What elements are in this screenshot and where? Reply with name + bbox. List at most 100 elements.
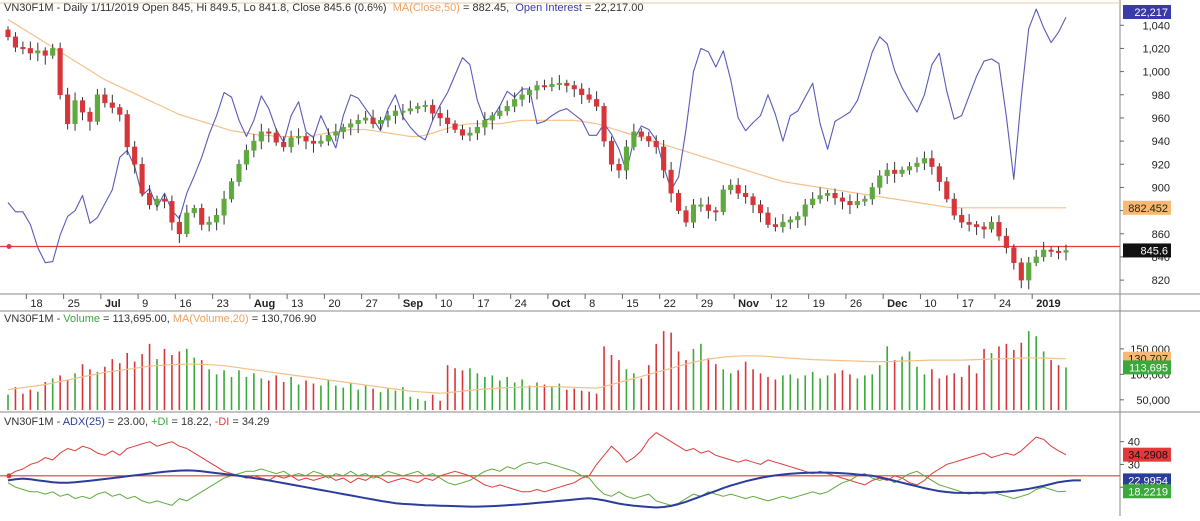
adx-value-tag-bg bbox=[1123, 473, 1171, 488]
volume-title-value: = 113,695.00, bbox=[100, 313, 173, 325]
price-y-tick-label: 1,020 bbox=[1142, 43, 1170, 55]
candle-body bbox=[147, 192, 153, 206]
x-axis-tick-label: 18 bbox=[30, 298, 42, 310]
candle-body bbox=[124, 114, 130, 148]
adx-pane-title: VN30F1M - ADX(25) = 23.00, +DI = 18.22, … bbox=[4, 416, 269, 428]
candle-body bbox=[974, 224, 980, 228]
x-axis-tick-label: 29 bbox=[701, 298, 713, 310]
candle-body bbox=[959, 214, 965, 223]
candle-body bbox=[534, 85, 540, 91]
candle-body bbox=[117, 107, 123, 115]
candle-body bbox=[854, 201, 860, 206]
candle-body bbox=[661, 146, 667, 171]
candle-body bbox=[832, 192, 838, 199]
candle-body bbox=[42, 50, 48, 56]
close-value-tag-bg bbox=[1123, 243, 1171, 258]
candle-body bbox=[497, 110, 503, 116]
candle-body bbox=[646, 136, 652, 142]
candle-body bbox=[594, 99, 600, 107]
candle-body bbox=[318, 140, 324, 144]
candle-body bbox=[608, 140, 615, 165]
candle-body bbox=[996, 221, 1002, 237]
candle-body bbox=[94, 94, 100, 122]
volume-title-ma-label: MA(Volume,20) bbox=[172, 313, 249, 325]
price-y-tick-label: 860 bbox=[1152, 229, 1170, 241]
candle-body bbox=[333, 131, 339, 136]
candle-body bbox=[87, 111, 93, 122]
x-axis-tick-label: 12 bbox=[775, 298, 787, 310]
adx-title-mdi-value: = 34.29 bbox=[229, 416, 270, 428]
candle-body bbox=[206, 221, 212, 225]
candle-body bbox=[787, 219, 793, 223]
candle-body bbox=[1063, 250, 1069, 253]
candle-body bbox=[877, 175, 883, 188]
candle-body bbox=[176, 221, 182, 235]
candle-body bbox=[892, 169, 898, 174]
candle-body bbox=[482, 120, 488, 128]
candle-body bbox=[556, 82, 562, 85]
candle-body bbox=[683, 210, 689, 223]
x-axis-tick-label: Jul bbox=[105, 298, 121, 310]
open-interest-value-tag-bg bbox=[1123, 5, 1171, 19]
candle-body bbox=[929, 158, 935, 167]
candle-body bbox=[549, 84, 555, 87]
candle-body bbox=[243, 150, 249, 165]
x-axis-tick-label: 22 bbox=[664, 298, 676, 310]
candle-body bbox=[258, 131, 264, 142]
candle-body bbox=[631, 131, 637, 148]
candle-body bbox=[847, 201, 853, 206]
candle-body bbox=[199, 208, 205, 225]
candle-body bbox=[638, 131, 644, 137]
candle-body bbox=[705, 204, 711, 211]
price-title-symbol: VN30F1M - Daily 1/11/2019 Open 845, Hi 8… bbox=[4, 2, 387, 14]
open-interest-line bbox=[7, 8, 1067, 264]
close-value-tag: 845.6 bbox=[1140, 245, 1168, 257]
candle-body bbox=[79, 100, 86, 113]
candle-body bbox=[296, 136, 302, 139]
price-y-tick-label: 1,040 bbox=[1142, 20, 1170, 32]
candle-body bbox=[512, 99, 518, 107]
candle-body bbox=[698, 204, 704, 207]
candle-body bbox=[757, 204, 764, 214]
candle-body bbox=[20, 47, 26, 50]
candle-body bbox=[445, 117, 451, 124]
x-axis-tick-label: 13 bbox=[291, 298, 303, 310]
x-axis-tick-label: Aug bbox=[254, 298, 275, 310]
candle-body bbox=[400, 110, 406, 113]
candle-body bbox=[921, 158, 927, 164]
candle-body bbox=[467, 132, 473, 136]
candle-body bbox=[50, 48, 56, 56]
price-y-tick-label: 820 bbox=[1152, 275, 1170, 287]
candle-body bbox=[735, 184, 741, 194]
x-axis-tick-label: 19 bbox=[813, 298, 825, 310]
candle-body bbox=[303, 136, 309, 142]
candle-body bbox=[728, 184, 734, 191]
candle-body bbox=[109, 102, 115, 108]
candle-body bbox=[27, 48, 33, 54]
candle-body bbox=[251, 140, 257, 151]
x-axis-tick-label: 20 bbox=[328, 298, 340, 310]
volume-title-ma-value: = 130,706.90 bbox=[248, 313, 317, 325]
candle-body bbox=[385, 115, 391, 121]
candle-body bbox=[437, 113, 443, 119]
price-y-tick-label: 1,000 bbox=[1142, 67, 1170, 79]
x-axis-tick-label: 26 bbox=[850, 298, 862, 310]
candle-body bbox=[1026, 262, 1032, 281]
candle-body bbox=[504, 106, 510, 112]
candle-body bbox=[154, 198, 160, 206]
open-interest-value-tag: 22,217 bbox=[1134, 7, 1168, 19]
candle-body bbox=[541, 85, 548, 88]
candle-body bbox=[869, 187, 875, 200]
candle-body bbox=[743, 192, 749, 197]
candle-body bbox=[65, 94, 71, 124]
candle-body bbox=[899, 169, 905, 174]
x-axis-tick-label: 24 bbox=[999, 298, 1011, 310]
candle-body bbox=[325, 135, 331, 142]
adx-line bbox=[7, 469, 1081, 509]
candle-body bbox=[906, 166, 913, 171]
candle-body bbox=[132, 146, 138, 165]
candle-body bbox=[653, 140, 659, 148]
x-axis-tick-label: 10 bbox=[924, 298, 936, 310]
candle-body bbox=[340, 126, 346, 133]
volume-value-tag-bg bbox=[1123, 360, 1171, 375]
